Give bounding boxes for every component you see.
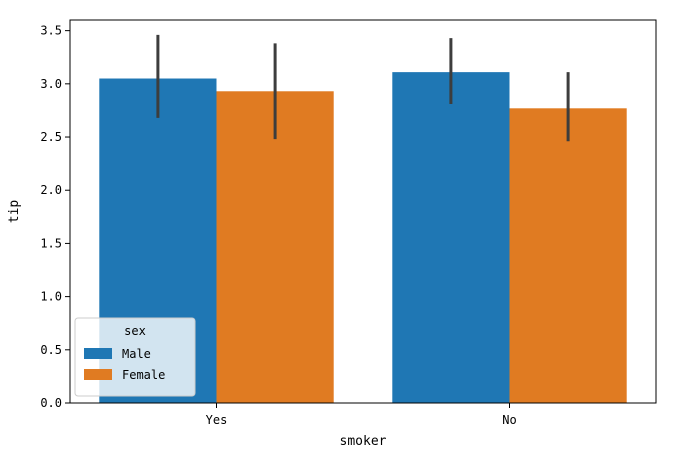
y-axis: 0.0 0.5 1.0 1.5 2.0 2.5 3.0 3.5	[40, 24, 70, 410]
bar-female-yes	[216, 91, 334, 404]
plot-frame	[69, 19, 657, 404]
x-tick-label: No	[502, 413, 516, 427]
x-axis-label: smoker	[340, 434, 387, 449]
y-tick-label: 3.5	[40, 24, 62, 38]
bar-male-no	[392, 72, 510, 403]
error-bars-layer	[156, 34, 570, 142]
y-tick-label: 0.5	[40, 343, 62, 357]
legend: sex Male Female	[74, 317, 196, 397]
x-tick-label: Yes	[206, 413, 228, 427]
y-tick-label: 0.0	[40, 396, 62, 410]
legend-label-female: Female	[122, 368, 165, 382]
y-tick-label: 2.0	[40, 183, 62, 197]
y-tick-label: 1.0	[40, 290, 62, 304]
y-axis-label: tip	[7, 200, 22, 224]
legend-swatch-male	[84, 348, 112, 359]
y-tick-label: 3.0	[40, 77, 62, 91]
y-tick-label: 1.5	[40, 236, 62, 250]
bars-layer	[99, 72, 627, 404]
x-axis: Yes No	[206, 403, 517, 427]
legend-swatch-female	[84, 369, 112, 380]
bar-female-no	[509, 108, 627, 403]
legend-title: sex	[124, 324, 146, 338]
legend-label-male: Male	[122, 347, 151, 361]
y-tick-label: 2.5	[40, 130, 62, 144]
